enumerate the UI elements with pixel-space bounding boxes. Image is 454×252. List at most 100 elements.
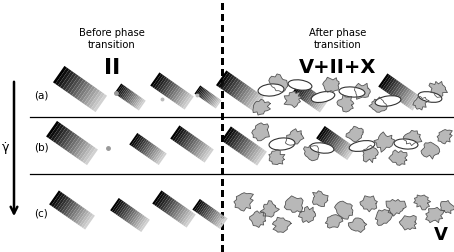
FancyBboxPatch shape xyxy=(345,147,356,161)
FancyBboxPatch shape xyxy=(231,81,243,98)
FancyBboxPatch shape xyxy=(53,194,65,209)
FancyBboxPatch shape xyxy=(193,142,204,156)
FancyBboxPatch shape xyxy=(133,136,142,148)
FancyBboxPatch shape xyxy=(186,137,197,151)
FancyBboxPatch shape xyxy=(55,128,69,145)
FancyBboxPatch shape xyxy=(73,207,85,223)
FancyBboxPatch shape xyxy=(172,127,183,142)
FancyBboxPatch shape xyxy=(220,74,232,90)
Bar xyxy=(221,26,223,33)
FancyBboxPatch shape xyxy=(171,88,183,102)
FancyBboxPatch shape xyxy=(251,148,263,163)
FancyBboxPatch shape xyxy=(152,149,162,162)
FancyBboxPatch shape xyxy=(125,92,133,103)
FancyBboxPatch shape xyxy=(202,91,208,100)
FancyBboxPatch shape xyxy=(117,203,128,216)
FancyBboxPatch shape xyxy=(218,73,231,89)
FancyBboxPatch shape xyxy=(192,199,202,211)
Polygon shape xyxy=(389,150,407,166)
FancyBboxPatch shape xyxy=(139,219,150,232)
Polygon shape xyxy=(363,146,378,163)
Bar xyxy=(221,124,223,132)
Bar xyxy=(221,70,223,77)
FancyBboxPatch shape xyxy=(194,200,203,212)
FancyBboxPatch shape xyxy=(152,74,163,89)
FancyBboxPatch shape xyxy=(158,78,169,93)
FancyBboxPatch shape xyxy=(152,191,163,205)
Text: II: II xyxy=(104,58,120,78)
FancyBboxPatch shape xyxy=(114,84,123,95)
FancyBboxPatch shape xyxy=(166,200,177,214)
FancyBboxPatch shape xyxy=(318,128,328,141)
FancyBboxPatch shape xyxy=(120,205,131,219)
Polygon shape xyxy=(269,75,288,93)
FancyBboxPatch shape xyxy=(335,140,345,153)
FancyBboxPatch shape xyxy=(307,93,317,106)
Bar xyxy=(221,4,223,11)
FancyBboxPatch shape xyxy=(300,88,309,100)
Polygon shape xyxy=(312,191,328,207)
FancyBboxPatch shape xyxy=(175,207,186,221)
Polygon shape xyxy=(323,78,339,93)
FancyBboxPatch shape xyxy=(124,91,132,102)
FancyBboxPatch shape xyxy=(233,83,245,99)
FancyBboxPatch shape xyxy=(225,130,237,145)
FancyBboxPatch shape xyxy=(67,203,79,218)
FancyBboxPatch shape xyxy=(129,211,139,225)
FancyBboxPatch shape xyxy=(401,90,412,105)
FancyBboxPatch shape xyxy=(121,89,129,100)
FancyBboxPatch shape xyxy=(138,100,146,111)
Bar xyxy=(221,146,223,153)
FancyBboxPatch shape xyxy=(93,95,107,113)
FancyBboxPatch shape xyxy=(339,142,349,155)
FancyBboxPatch shape xyxy=(117,86,125,97)
FancyBboxPatch shape xyxy=(247,93,260,109)
FancyBboxPatch shape xyxy=(207,95,214,104)
Polygon shape xyxy=(399,215,416,230)
Polygon shape xyxy=(437,130,452,144)
FancyBboxPatch shape xyxy=(384,78,395,92)
Polygon shape xyxy=(252,123,269,141)
FancyBboxPatch shape xyxy=(89,91,102,109)
FancyBboxPatch shape xyxy=(380,75,391,90)
FancyBboxPatch shape xyxy=(170,126,181,140)
Ellipse shape xyxy=(349,141,375,152)
FancyBboxPatch shape xyxy=(144,144,153,156)
Bar xyxy=(221,234,223,241)
FancyBboxPatch shape xyxy=(206,209,215,220)
FancyBboxPatch shape xyxy=(65,202,77,217)
FancyBboxPatch shape xyxy=(198,203,207,215)
FancyBboxPatch shape xyxy=(157,153,167,165)
FancyBboxPatch shape xyxy=(205,208,214,219)
FancyBboxPatch shape xyxy=(209,211,218,223)
FancyBboxPatch shape xyxy=(79,212,91,227)
FancyBboxPatch shape xyxy=(131,96,139,106)
FancyBboxPatch shape xyxy=(297,85,306,98)
Ellipse shape xyxy=(310,143,334,154)
FancyBboxPatch shape xyxy=(133,214,143,227)
Polygon shape xyxy=(429,82,448,98)
FancyBboxPatch shape xyxy=(91,93,105,111)
FancyBboxPatch shape xyxy=(60,72,74,89)
FancyBboxPatch shape xyxy=(57,196,69,211)
FancyBboxPatch shape xyxy=(211,98,218,107)
FancyBboxPatch shape xyxy=(219,217,227,229)
FancyBboxPatch shape xyxy=(200,90,207,99)
FancyBboxPatch shape xyxy=(126,209,136,223)
Polygon shape xyxy=(426,207,444,223)
Polygon shape xyxy=(337,96,354,113)
Polygon shape xyxy=(421,143,440,160)
FancyBboxPatch shape xyxy=(168,85,178,100)
FancyBboxPatch shape xyxy=(332,137,342,151)
FancyBboxPatch shape xyxy=(233,135,245,150)
FancyBboxPatch shape xyxy=(311,95,320,108)
FancyBboxPatch shape xyxy=(132,97,140,107)
FancyBboxPatch shape xyxy=(200,205,209,216)
FancyBboxPatch shape xyxy=(216,215,225,227)
FancyBboxPatch shape xyxy=(250,94,262,111)
FancyBboxPatch shape xyxy=(122,207,133,220)
FancyBboxPatch shape xyxy=(114,201,124,214)
FancyBboxPatch shape xyxy=(110,198,120,212)
FancyBboxPatch shape xyxy=(146,145,155,158)
FancyBboxPatch shape xyxy=(177,208,188,222)
